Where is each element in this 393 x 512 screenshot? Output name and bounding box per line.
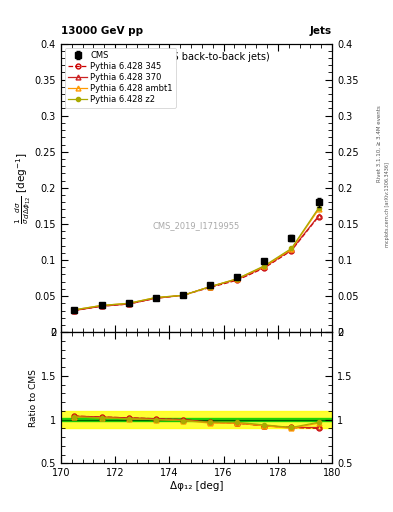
Bar <box>61 411 332 429</box>
Legend: CMS, Pythia 6.428 345, Pythia 6.428 370, Pythia 6.428 ambt1, Pythia 6.428 z2: CMS, Pythia 6.428 345, Pythia 6.428 370,… <box>65 48 176 108</box>
X-axis label: Δφ₁₂ [deg]: Δφ₁₂ [deg] <box>170 481 223 491</box>
Text: Δφ(jj) (CMS back-to-back jets): Δφ(jj) (CMS back-to-back jets) <box>124 52 269 62</box>
Y-axis label: $\frac{1}{\sigma}\frac{d\sigma}{d\Delta\phi_{12}}$ [deg$^{-1}$]: $\frac{1}{\sigma}\frac{d\sigma}{d\Delta\… <box>13 152 33 224</box>
Text: Rivet 3.1.10, ≥ 3.4M events: Rivet 3.1.10, ≥ 3.4M events <box>377 105 382 182</box>
Y-axis label: Ratio to CMS: Ratio to CMS <box>29 369 38 426</box>
Text: 13000 GeV pp: 13000 GeV pp <box>61 26 143 36</box>
Bar <box>61 418 332 421</box>
Text: mcplots.cern.ch [arXiv:1306.3436]: mcplots.cern.ch [arXiv:1306.3436] <box>385 162 389 247</box>
Text: Jets: Jets <box>310 26 332 36</box>
Text: CMS_2019_I1719955: CMS_2019_I1719955 <box>153 221 240 230</box>
